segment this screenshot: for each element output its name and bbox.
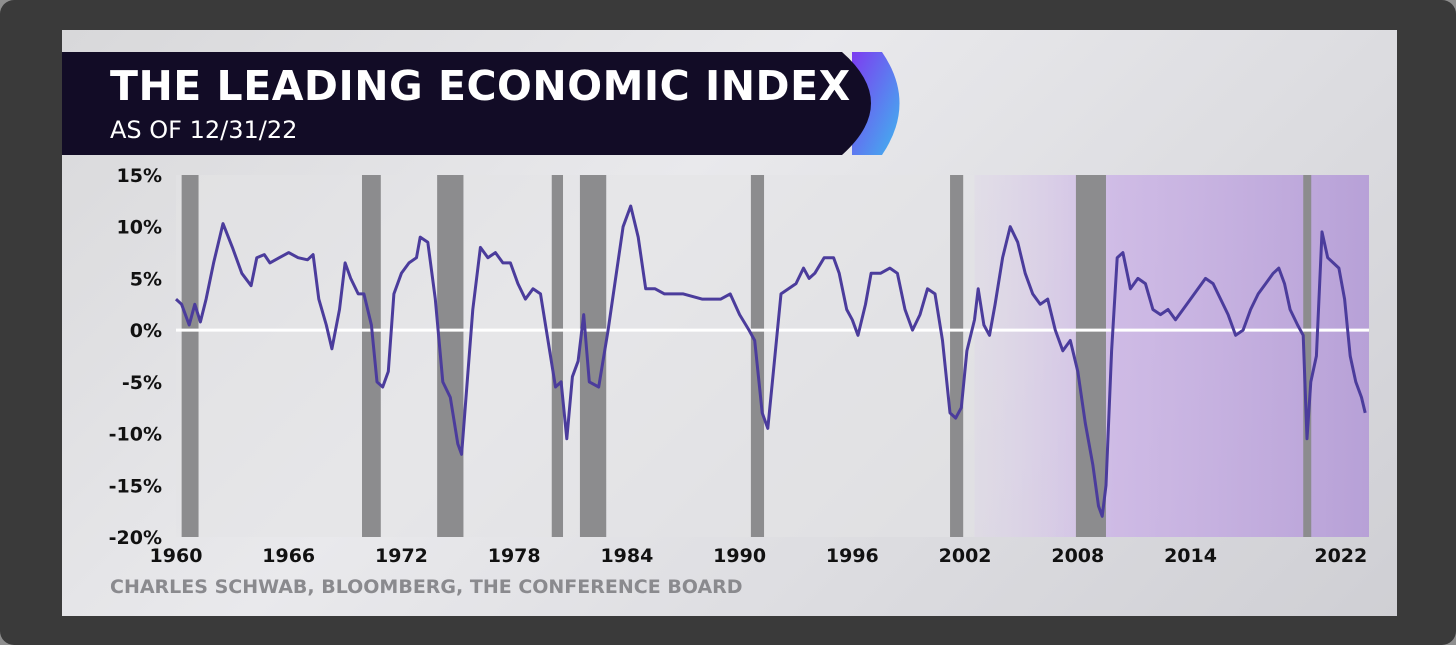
y-tick-label: -15%	[109, 475, 162, 497]
y-tick-label: 0%	[130, 320, 162, 342]
x-tick-label: 1960	[150, 545, 203, 567]
recession-band	[950, 175, 964, 537]
recession-band	[579, 175, 607, 537]
x-tick-label: 2022	[1314, 545, 1367, 567]
y-tick-label: -5%	[122, 372, 162, 394]
chart-subtitle: AS OF 12/31/22	[110, 116, 298, 144]
x-tick-label: 2014	[1164, 545, 1217, 567]
y-tick-label: -10%	[109, 424, 162, 446]
x-axis-ticks: 1960 1966 1972 1978 1984 1990 1996 2002 2008 2014…	[150, 545, 1368, 567]
recession-band	[181, 175, 199, 537]
title-banner: THE LEADING ECONOMIC INDEX AS OF 12/31/2…	[62, 52, 900, 155]
x-tick-label: 1990	[713, 545, 766, 567]
recession-bands	[181, 175, 1312, 537]
y-tick-label: 5%	[130, 268, 162, 290]
x-tick-label: 1978	[488, 545, 541, 567]
y-tick-label: 15%	[117, 165, 162, 187]
x-tick-label: 1996	[826, 545, 879, 567]
x-tick-label: 2002	[939, 545, 992, 567]
x-tick-label: 2008	[1051, 545, 1104, 567]
y-axis-ticks: 15% 10% 5% 0% -5% -10% -15% -20%	[109, 165, 162, 549]
x-tick-label: 1984	[600, 545, 653, 567]
lei-line	[174, 204, 1367, 518]
x-tick-label: 1972	[375, 545, 428, 567]
recession-band	[1075, 175, 1106, 537]
y-tick-label: 10%	[117, 217, 162, 239]
x-tick-label: 1966	[262, 545, 315, 567]
recession-band	[361, 175, 381, 537]
title-banner-shape	[62, 52, 900, 155]
recession-band	[1303, 175, 1312, 537]
chart-title: THE LEADING ECONOMIC INDEX	[110, 62, 851, 110]
source-note: CHARLES SCHWAB, BLOOMBERG, THE CONFERENC…	[110, 576, 743, 598]
chart-area: 15%10%5%0%-5%-10%-15%-20% 1960 1966 1972 19…	[109, 165, 1369, 567]
y-tick-label: -20%	[109, 527, 162, 549]
recession-band	[551, 175, 564, 537]
